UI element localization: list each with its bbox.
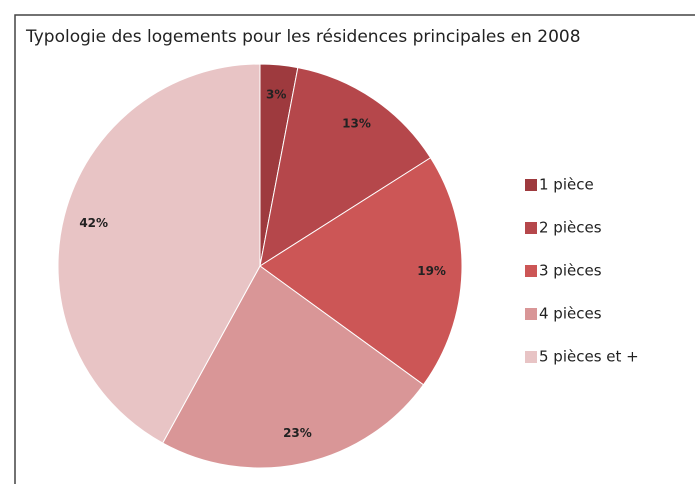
legend-swatch (525, 265, 537, 277)
data-label: 42% (79, 216, 108, 230)
data-label: 23% (283, 426, 312, 440)
data-label: 19% (417, 264, 446, 278)
legend-label: 5 pièces et + (539, 348, 639, 366)
data-label: 3% (266, 88, 286, 102)
data-label: 13% (342, 116, 371, 130)
legend-swatch (525, 222, 537, 234)
pie-slice (259, 66, 432, 268)
legend-label: 4 pièces (539, 305, 602, 323)
chart-title: Typologie des logements pour les résiden… (25, 27, 581, 47)
legend-swatch (525, 351, 537, 363)
pie-slice (162, 265, 425, 469)
pie-slice (57, 63, 261, 444)
legend-swatch (525, 308, 537, 320)
legend-label: 1 pièce (539, 176, 594, 194)
legend-swatch (525, 179, 537, 191)
legend-label: 3 pièces (539, 262, 602, 280)
pie-slice (259, 157, 463, 386)
legend-label: 2 pièces (539, 219, 602, 237)
